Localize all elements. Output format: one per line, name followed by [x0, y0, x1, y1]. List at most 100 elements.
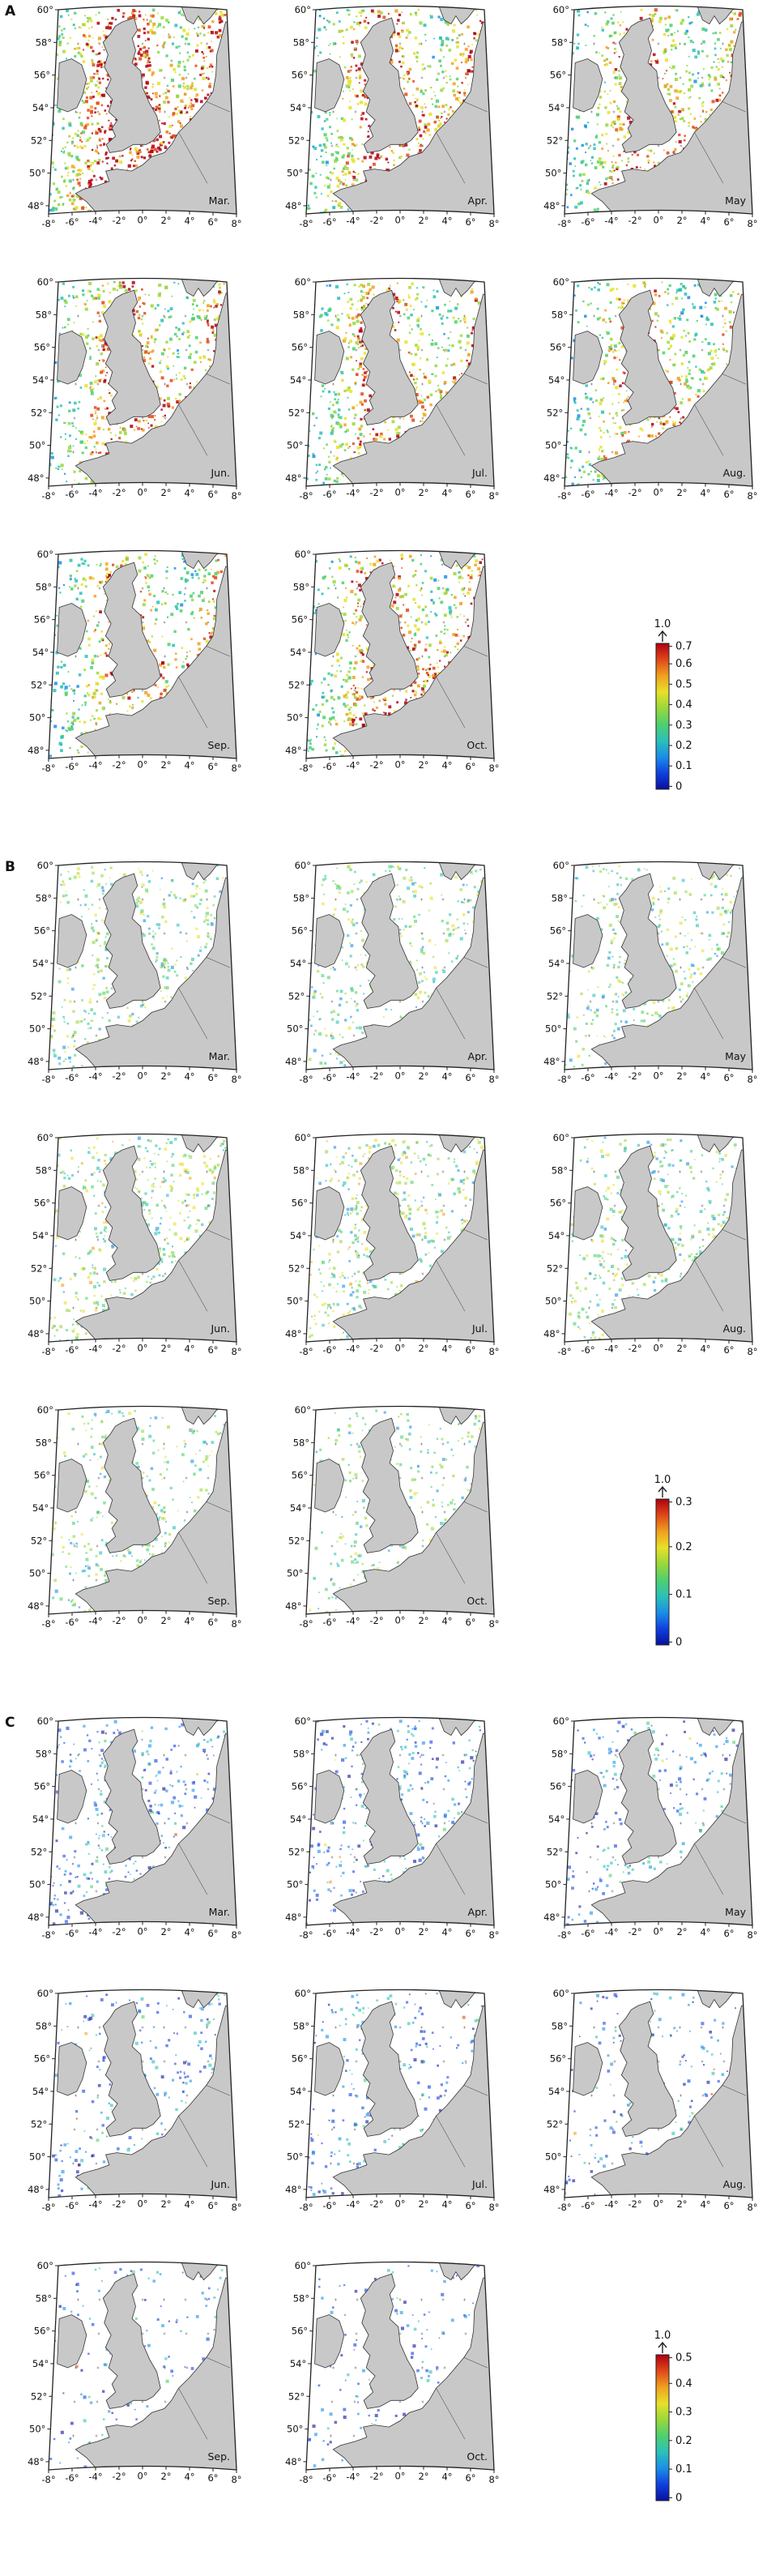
- map-c-6: 60° 58° 56° 54° 52° 50° 48° -8° -6° -4° -2° 0° 2° 4° 6…: [28, 2260, 241, 2485]
- month-label: Mar.: [209, 1906, 230, 1918]
- lon-label: -8°: [557, 1929, 571, 1941]
- lat-label: 56°: [34, 70, 50, 81]
- lon-label: 8°: [231, 1074, 241, 1085]
- lat-label: 52°: [547, 1262, 563, 1274]
- lon-label: 6°: [465, 1617, 475, 1628]
- lat-label: 50°: [287, 2424, 303, 2435]
- lon-label: -6°: [65, 1617, 79, 1628]
- lat-label: 50°: [287, 440, 303, 451]
- lon-label: 4°: [441, 488, 452, 499]
- lon-label: 2°: [418, 1343, 428, 1354]
- lon-label: 4°: [184, 2199, 194, 2211]
- lon-label: -8°: [299, 490, 313, 502]
- lon-label: -8°: [557, 1074, 571, 1085]
- lat-label: 54°: [548, 1230, 565, 1241]
- lat-label: 52°: [31, 990, 47, 1002]
- lat-label: 56°: [292, 70, 308, 81]
- lon-label: -2°: [369, 1926, 383, 1937]
- lat-label: 50°: [287, 1023, 303, 1035]
- lon-label: 2°: [676, 1926, 687, 1937]
- lon-label: -6°: [65, 761, 79, 772]
- lat-label: 50°: [287, 2151, 303, 2163]
- map-b-4: 60° 58° 56° 54° 52° 50° 48° -8° -6° -4° -2° 0° 2° 4° 6…: [285, 1132, 499, 1357]
- lon-label: -2°: [112, 2471, 126, 2482]
- lon-label: -8°: [557, 2202, 571, 2213]
- month-label: Apr.: [468, 1906, 488, 1918]
- lon-label: 8°: [747, 218, 757, 229]
- lat-label: 56°: [550, 925, 566, 937]
- lon-label: -8°: [299, 1346, 313, 1357]
- lat-label: 58°: [36, 1748, 52, 1759]
- lon-label: -8°: [41, 1618, 55, 1630]
- lat-label: 52°: [288, 1846, 305, 1857]
- lon-label: 2°: [160, 1926, 171, 1937]
- lon-label: 4°: [441, 2471, 452, 2483]
- lat-label: 56°: [292, 1470, 308, 1481]
- lon-label: 6°: [723, 1928, 734, 1939]
- lat-label: 56°: [34, 2326, 50, 2337]
- lat-label: 50°: [29, 1568, 45, 1579]
- lat-label: 52°: [288, 679, 305, 690]
- lon-label: -4°: [346, 488, 360, 499]
- lon-label: -4°: [346, 760, 360, 771]
- lon-label: 8°: [747, 1346, 757, 1357]
- lat-label: 54°: [32, 374, 49, 386]
- colorbar-tick-label: 0.5: [675, 2352, 692, 2365]
- lon-label: -2°: [369, 487, 383, 498]
- lat-label: 50°: [29, 2151, 45, 2163]
- lat-label: 48°: [285, 1328, 301, 1339]
- colorbar-tick-label: 0.2: [675, 740, 692, 752]
- lat-label: 60°: [37, 549, 53, 560]
- lat-label: 54°: [32, 1230, 49, 1241]
- lon-label: -4°: [604, 488, 618, 499]
- lat-label: 52°: [547, 407, 563, 418]
- lon-label: 6°: [465, 1928, 475, 1939]
- lat-label: 50°: [287, 712, 303, 724]
- lon-label: 2°: [676, 1070, 687, 1082]
- lon-label: -4°: [604, 2199, 618, 2211]
- lat-label: 50°: [29, 712, 45, 724]
- lon-label: 8°: [747, 490, 757, 502]
- lat-label: 60°: [295, 1715, 311, 1727]
- colorbar-tick-label: 0: [675, 780, 682, 792]
- lon-label: 2°: [160, 487, 171, 498]
- map-c-0: 60° 58° 56° 54° 52° 50° 48° -8° -6° -4° -2° 0° 2° 4° 6…: [28, 1715, 241, 1941]
- lon-label: 8°: [747, 2202, 757, 2213]
- map-a-0: 60° 58° 56° 54° 52° 50° 48° -8° -6° -4° -2° 0° 2° 4° 6…: [28, 4, 241, 229]
- lat-label: 54°: [290, 1813, 306, 1825]
- month-label: Sep.: [207, 739, 230, 751]
- lat-label: 54°: [290, 647, 306, 658]
- lat-label: 56°: [550, 70, 566, 81]
- lon-label: 0°: [394, 1343, 405, 1354]
- lon-label: -2°: [369, 2198, 383, 2210]
- lat-label: 56°: [292, 925, 308, 937]
- lat-label: 50°: [287, 1296, 303, 1307]
- lat-label: 60°: [37, 276, 53, 288]
- month-label: Oct.: [467, 739, 488, 751]
- lon-label: 2°: [160, 1070, 171, 1082]
- month-label: Aug.: [723, 467, 746, 479]
- lon-label: 6°: [723, 1344, 734, 1356]
- lat-label: 48°: [28, 2184, 44, 2195]
- lat-label: 48°: [285, 745, 301, 756]
- panel-letter: A: [5, 3, 16, 19]
- colorbar-tick-label: 0: [675, 1636, 682, 1648]
- lat-label: 52°: [31, 1535, 47, 1546]
- lat-label: 60°: [295, 1132, 311, 1143]
- month-label: Jun.: [210, 1322, 230, 1335]
- lon-label: 0°: [653, 1343, 663, 1354]
- map-c-4: 60° 58° 56° 54° 52° 50° 48° -8° -6° -4° -2° 0° 2° 4° 6…: [285, 1988, 499, 2213]
- month-label: Jun.: [210, 2178, 230, 2190]
- lon-label: 4°: [441, 760, 452, 771]
- lat-label: 48°: [28, 1600, 44, 1612]
- map-c-2: 60° 58° 56° 54° 52° 50° 48° -8° -6° -4° -2° 0° 2° 4° 6…: [543, 1715, 757, 1941]
- lat-label: 54°: [548, 1813, 565, 1825]
- lat-label: 52°: [31, 407, 47, 418]
- lon-label: 0°: [137, 759, 147, 771]
- lat-label: 56°: [550, 2053, 566, 2065]
- lon-label: 0°: [137, 1070, 147, 1082]
- lat-label: 58°: [36, 2020, 52, 2031]
- month-label: Aug.: [723, 2178, 746, 2190]
- lon-label: -8°: [41, 490, 55, 502]
- lat-label: 52°: [288, 2118, 305, 2130]
